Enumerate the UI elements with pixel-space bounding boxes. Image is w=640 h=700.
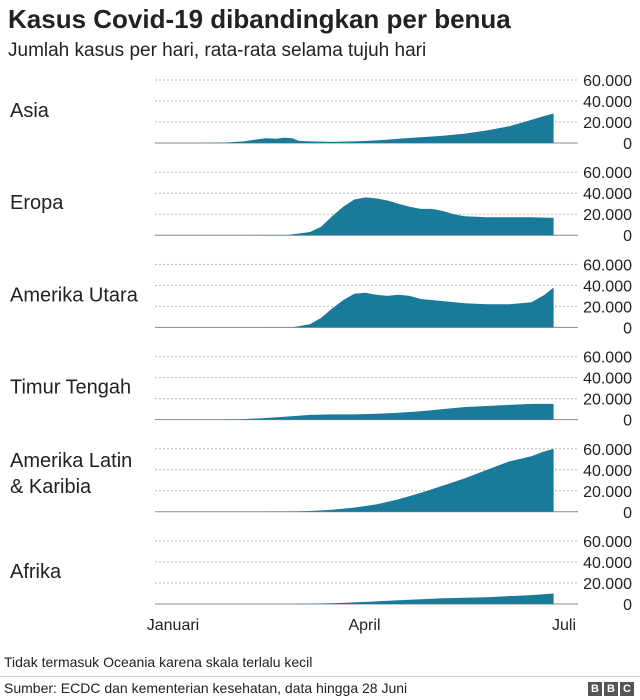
- panel-afrika: 60.000 40.000 20.000 0 Afrika: [10, 534, 632, 614]
- chart-subtitle: Jumlah kasus per hari, rata-rata selama …: [8, 40, 427, 61]
- y-tick-label: 20.000: [583, 392, 632, 409]
- small-multiples-area-chart: 60.000 40.000 20.000 0 Asia 60.000 40.000 20.00…: [10, 73, 632, 634]
- y-tick-label: 0: [623, 505, 632, 522]
- y-tick-label: 40.000: [583, 555, 632, 572]
- panel-timur-tengah: 60.000 40.000 20.000 0 Timur Tengah: [10, 350, 632, 430]
- y-tick-label: 40.000: [583, 463, 632, 480]
- panel-eropa: 60.000 40.000 20.000 0 Eropa: [10, 165, 632, 245]
- x-tick-label: Juli: [552, 617, 576, 634]
- y-tick-label: 60.000: [583, 73, 632, 90]
- area-series: [155, 113, 554, 143]
- y-tick-label: 0: [623, 413, 632, 430]
- y-tick-label: 40.000: [583, 94, 632, 111]
- x-tick-label: Januari: [147, 617, 199, 634]
- area-series: [155, 403, 554, 420]
- y-tick-label: 40.000: [583, 278, 632, 295]
- area-series: [155, 448, 554, 512]
- y-tick-label: 0: [623, 136, 632, 153]
- y-tick-label: 60.000: [583, 165, 632, 182]
- footnote: Tidak termasuk Oceania karena skala terl…: [4, 654, 313, 670]
- region-label: Timur Tengah: [10, 377, 131, 399]
- source-credit: Sumber: ECDC dan kementerian kesehatan, …: [4, 680, 408, 696]
- y-tick-label: 20.000: [583, 115, 632, 132]
- x-tick-label: April: [348, 617, 380, 634]
- region-label: Amerika Utara: [10, 284, 139, 306]
- footer-divider: [0, 676, 640, 677]
- area-series: [155, 197, 554, 236]
- y-tick-label: 0: [623, 320, 632, 337]
- y-tick-label: 20.000: [583, 299, 632, 316]
- panel-asia: 60.000 40.000 20.000 0 Asia: [10, 73, 632, 153]
- y-tick-label: 0: [623, 597, 632, 614]
- area-series: [155, 287, 554, 328]
- logo-letter: B: [588, 682, 602, 696]
- y-tick-label: 60.000: [583, 257, 632, 274]
- y-tick-label: 20.000: [583, 207, 632, 224]
- y-tick-label: 20.000: [583, 576, 632, 593]
- y-tick-label: 60.000: [583, 534, 632, 551]
- panel-amerika-latin-karibia: 60.000 40.000 20.000 0 Amerika Latin & Karibi…: [10, 442, 632, 522]
- y-tick-label: 20.000: [583, 484, 632, 501]
- y-tick-label: 60.000: [583, 350, 632, 367]
- logo-letter: B: [604, 682, 618, 696]
- area-series: [155, 593, 554, 604]
- y-tick-label: 40.000: [583, 371, 632, 388]
- region-label: Asia: [10, 100, 50, 122]
- region-label: & Karibia: [10, 476, 92, 498]
- panel-amerika-utara: 60.000 40.000 20.000 0 Amerika Utara: [10, 257, 632, 337]
- logo-letter: C: [620, 682, 634, 696]
- region-label: Afrika: [10, 561, 62, 583]
- y-tick-label: 60.000: [583, 442, 632, 459]
- bbc-logo: B B C: [588, 682, 634, 696]
- region-label: Amerika Latin: [10, 450, 132, 472]
- y-tick-label: 40.000: [583, 186, 632, 203]
- y-tick-label: 0: [623, 228, 632, 245]
- chart-title: Kasus Covid-19 dibandingkan per benua: [8, 4, 511, 34]
- region-label: Eropa: [10, 192, 64, 214]
